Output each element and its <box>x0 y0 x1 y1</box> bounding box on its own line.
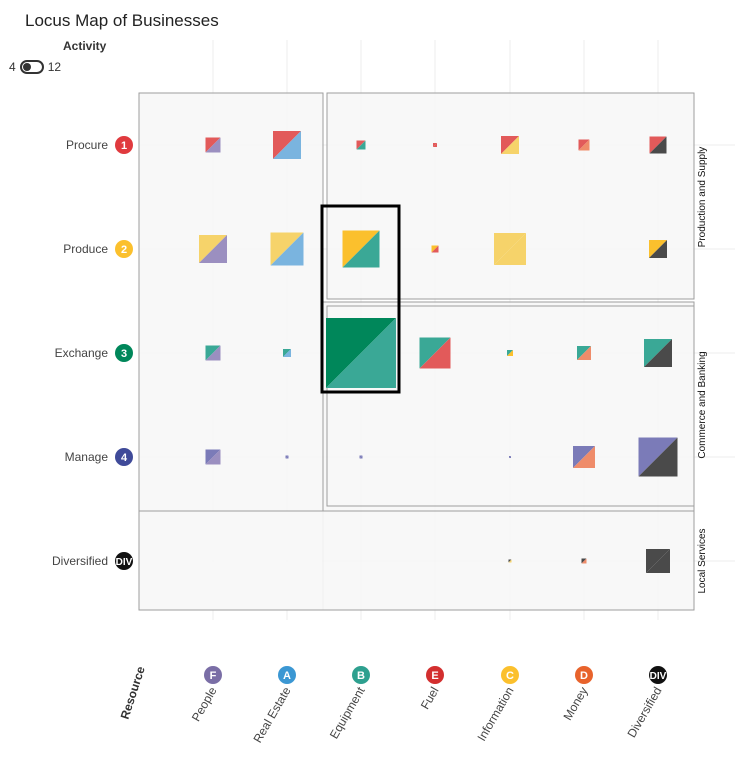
column-label: Information <box>474 685 516 744</box>
cell-mark-2-3-secondary <box>419 337 451 369</box>
column-label: People <box>189 684 220 724</box>
column-badge-text: DIV <box>650 671 667 682</box>
region-panel-inner <box>326 305 695 507</box>
activity-label: Activity <box>63 39 107 53</box>
row-badge <box>115 136 133 154</box>
cell-mark-1-0-secondary <box>199 235 227 263</box>
cell-mark-0-5-secondary <box>578 139 590 151</box>
cell-mark-0-3-secondary <box>433 143 437 147</box>
cell-mark-2-2-secondary <box>326 318 396 388</box>
column-badge <box>501 666 519 684</box>
cell-mark-4-5-secondary <box>581 558 587 564</box>
cell-mark-3-5-secondary <box>573 446 595 468</box>
column-label: Money <box>560 685 590 723</box>
row-badge-text: 1 <box>121 140 127 152</box>
highlight-box <box>320 204 401 394</box>
cell-mark-1-3-secondary <box>431 245 439 253</box>
region-panel-1 <box>326 92 695 300</box>
column-label: Real Estate <box>250 684 293 745</box>
column-badge-text: A <box>283 670 291 682</box>
column-badge-text: E <box>431 670 438 682</box>
cell-mark-3-4-secondary <box>509 456 511 458</box>
cell-mark-2-5-secondary <box>577 346 591 360</box>
row-badge <box>115 344 133 362</box>
row-label: Exchange <box>55 346 109 360</box>
column-badge-text: D <box>580 670 588 682</box>
row-label: Produce <box>63 242 108 256</box>
column-badge-text: F <box>210 670 217 682</box>
region-panel-3 <box>138 510 695 611</box>
row-label: Diversified <box>52 554 108 568</box>
column-badge <box>278 666 296 684</box>
row-badge <box>115 552 133 570</box>
cell-mark-3-1-secondary <box>285 455 289 459</box>
cell-mark-3-2-secondary <box>359 455 363 459</box>
region-label: Commerce and Banking <box>697 351 708 458</box>
row-badge-text: 4 <box>121 452 128 464</box>
cell-mark-4-4-secondary <box>508 559 512 563</box>
row-badge-text: DIV <box>116 557 133 568</box>
row-badge-text: 3 <box>121 348 127 360</box>
cell-mark-4-6-secondary <box>646 549 670 573</box>
column-label: Fuel <box>418 685 442 712</box>
column-badge-text: C <box>506 670 514 682</box>
row-badge <box>115 240 133 258</box>
column-badge-text: B <box>357 670 365 682</box>
cell-mark-3-0-secondary <box>205 449 221 465</box>
column-badge <box>352 666 370 684</box>
x-axis-title: Resource <box>118 664 148 721</box>
row-label: Manage <box>65 450 109 464</box>
column-label: Diversified <box>624 685 664 741</box>
cell-mark-2-6-secondary <box>644 339 672 367</box>
chart-title: Locus Map of Businesses <box>25 11 219 30</box>
cell-mark-2-4-secondary <box>507 350 513 356</box>
cell-mark-0-2-secondary <box>356 140 366 150</box>
region-label: Local Services <box>697 528 708 593</box>
cell-mark-1-2-secondary <box>342 230 380 268</box>
row-badge <box>115 448 133 466</box>
row-badge-text: 2 <box>121 244 127 256</box>
cell-mark-0-6-secondary <box>649 136 667 154</box>
cell-mark-1-4-secondary <box>494 233 526 265</box>
column-badge <box>204 666 222 684</box>
cell-mark-1-6-secondary <box>649 240 667 258</box>
column-badge <box>649 666 667 684</box>
column-badge <box>426 666 444 684</box>
activity-toggle-row: 4 12 <box>9 60 61 74</box>
toggle-knob <box>22 63 31 71</box>
toggle-max-label: 12 <box>47 60 62 74</box>
cell-mark-2-1-secondary <box>283 349 291 357</box>
toggle-min-label: 4 <box>9 60 16 74</box>
column-badge <box>575 666 593 684</box>
cell-mark-0-0-secondary <box>205 137 221 153</box>
cell-mark-1-1-secondary <box>270 232 304 266</box>
cell-mark-3-6-secondary <box>638 437 678 477</box>
cell-mark-0-1-secondary <box>273 131 301 159</box>
activity-toggle[interactable] <box>19 60 44 74</box>
region-label: Production and Supply <box>697 147 708 248</box>
column-label: Equipment <box>327 684 368 741</box>
cell-mark-2-0-secondary <box>205 345 221 361</box>
row-label: Procure <box>66 138 108 152</box>
cell-mark-0-4-secondary <box>501 136 519 154</box>
